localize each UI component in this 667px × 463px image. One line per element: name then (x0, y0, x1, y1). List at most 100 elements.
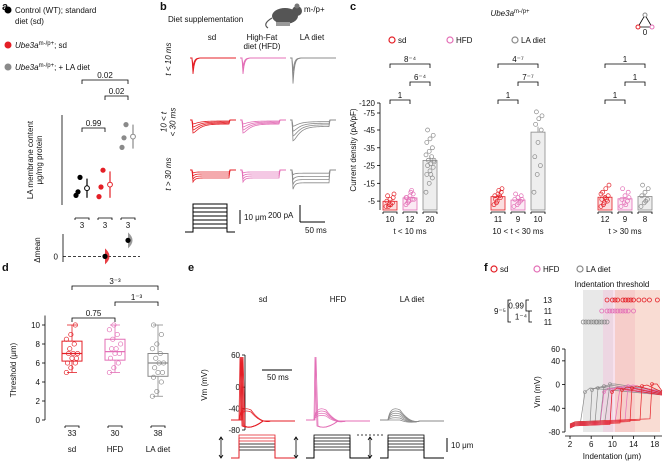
mean-marker (130, 133, 136, 140)
y-tick-label: -40 (548, 404, 560, 413)
p-bracket (604, 63, 646, 68)
data-point (534, 109, 539, 115)
current-trace (240, 57, 286, 75)
n-label: 11 (494, 215, 503, 224)
text-part: Ube3a (15, 41, 39, 50)
y-axis-label: LA membrane content (26, 120, 35, 199)
x-tick-label: 2 (568, 440, 573, 449)
y-tick-label: 6 (36, 359, 41, 368)
current-trace (240, 169, 286, 180)
n-bracket (530, 211, 546, 214)
threshold-point (617, 308, 623, 314)
column-header: sd (208, 33, 216, 42)
scale-label: 50 ms (305, 226, 327, 235)
y-axis-label: Current density (pA/pF) (349, 108, 358, 191)
current-trace (190, 169, 236, 180)
threshold-point (588, 319, 594, 325)
current-trace (240, 119, 286, 134)
data-point (386, 204, 391, 209)
data-point (538, 127, 544, 133)
data-point (431, 157, 437, 163)
n-label: 3 (126, 221, 131, 230)
y-tick-label: -5 (368, 197, 376, 206)
threshold-point (604, 319, 610, 325)
current-trace (240, 119, 286, 125)
p-value: 1⁻³ (131, 293, 143, 302)
current-trace (190, 57, 236, 75)
threshold-point (654, 297, 660, 303)
data-point (100, 167, 106, 173)
p-value: 1 (623, 55, 628, 64)
p-value: 6⁻⁴ (414, 73, 427, 82)
y-tick-label: -25 (363, 162, 375, 171)
voltage-trace (380, 408, 444, 422)
panel-label: b (160, 1, 167, 13)
threshold-point (609, 297, 615, 303)
legend-marker (490, 265, 498, 273)
column-header: LA diet (400, 295, 425, 304)
column-header: High-Fat (247, 33, 278, 42)
x-tick-label: LA diet (146, 445, 171, 454)
p-bracket (71, 317, 116, 322)
n-label: 38 (154, 429, 163, 438)
p-value: 0.99 (86, 119, 102, 128)
legend-marker (533, 265, 541, 273)
n-label: 3 (80, 221, 85, 230)
y-tick-label: -35 (363, 144, 375, 153)
data-point (410, 196, 415, 202)
trace-point (590, 388, 594, 392)
n-label: 10 (534, 215, 543, 224)
data-point (513, 191, 518, 197)
delta-point (102, 253, 108, 259)
legend-marker (388, 36, 396, 44)
threshold-point (609, 308, 615, 314)
column-header: sd (259, 295, 267, 304)
row-label: < 30 ms (169, 108, 178, 137)
legend-label: sd (398, 36, 406, 45)
y-tick-label: -80 (548, 428, 560, 437)
n-bracket (422, 211, 438, 214)
band (615, 290, 660, 432)
legend-label: Ube3am-/p+; + LA diet (15, 63, 91, 72)
trace-point (602, 384, 606, 388)
threshold-point (591, 319, 597, 325)
n-label: 9 (623, 215, 628, 224)
data-point (499, 186, 505, 192)
voltage-trace (569, 385, 663, 427)
y-tick-label: 0 (236, 383, 241, 392)
data-point (643, 198, 649, 204)
double-arrow (293, 436, 299, 459)
stimulus-step (380, 446, 444, 459)
data-point (638, 204, 644, 209)
data-point (618, 204, 624, 209)
x-tick-label: 18 (650, 440, 659, 449)
triangle-icon (635, 12, 655, 30)
data-point (619, 196, 625, 202)
p-value: 1 (613, 91, 618, 100)
current-trace (190, 119, 236, 128)
current-trace (290, 169, 336, 186)
data-point (603, 186, 609, 192)
data-point (111, 365, 117, 371)
p-value: 3⁻³ (109, 277, 121, 286)
trace-point (608, 382, 612, 386)
p-value: 0.75 (86, 309, 102, 318)
p-value: 1 (633, 73, 638, 82)
x-tick-label: 14 (629, 440, 638, 449)
data-point (157, 350, 163, 357)
current-trace (290, 57, 336, 78)
data-point (155, 369, 161, 376)
data-point (642, 189, 648, 195)
p-value: 1 (506, 91, 511, 100)
trace-point (602, 390, 606, 394)
data-point (534, 172, 540, 177)
threshold-point (641, 297, 647, 303)
data-point (403, 195, 409, 200)
stimulus-step (231, 434, 295, 459)
bar (530, 131, 546, 211)
p-bracket (104, 95, 129, 100)
n-bracket (637, 211, 653, 214)
voltage-trace (569, 384, 663, 426)
x-tick-label: 10 < t < 30 ms (492, 227, 543, 236)
threshold-point (583, 319, 589, 325)
